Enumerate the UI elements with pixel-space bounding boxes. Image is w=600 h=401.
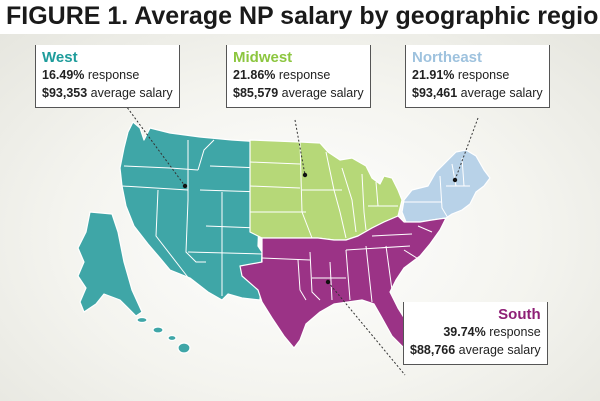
west-response-line: 16.49% response	[42, 66, 173, 84]
northeast-region-name: Northeast	[412, 49, 483, 66]
midwest-response-line: 21.86% response	[233, 66, 364, 84]
northeast-leader-dot	[452, 177, 458, 183]
south-response-label: response	[489, 325, 541, 339]
south-salary-value: $88,766	[410, 343, 456, 357]
hawaii-island-2	[152, 326, 164, 334]
northeast-state-borders	[404, 157, 470, 219]
midwest-response-label: response	[278, 68, 331, 82]
alaska-shape	[77, 211, 143, 317]
northeast-salary-line: $93,461 average salary	[412, 84, 543, 102]
northeast-response-line: 21.91% response	[412, 66, 543, 84]
northeast-salary-label: average salary	[460, 86, 543, 100]
northeast-response-label: response	[457, 68, 510, 82]
west-response-label: response	[87, 68, 140, 82]
midwest-state-borders	[249, 141, 398, 239]
south-region-name: South	[498, 306, 541, 323]
west-leader-line	[117, 94, 186, 187]
northeast-leader-line	[454, 117, 479, 181]
leader-dots	[182, 172, 458, 285]
south-response-line: 39.74% response	[410, 323, 541, 341]
south-response-value: 39.74%	[443, 325, 486, 339]
region-midwest	[249, 139, 403, 241]
south-leader-line	[327, 281, 406, 376]
west-response-value: 16.49%	[42, 68, 85, 82]
west-callout: West 16.49% response $93,353 average sal…	[35, 45, 180, 108]
south-leader-dot	[325, 279, 331, 285]
leader-lines	[117, 94, 479, 376]
region-west	[77, 121, 263, 354]
midwest-salary-line: $85,579 average salary	[233, 84, 364, 102]
northeast-salary-value: $93,461	[412, 86, 458, 100]
midwest-leader-line	[294, 119, 306, 176]
south-salary-label: average salary	[458, 343, 541, 357]
northeast-callout: Northeast 21.91% response $93,461 averag…	[405, 45, 550, 108]
midwest-leader-dot	[302, 172, 308, 178]
midwest-salary-value: $85,579	[233, 86, 279, 100]
hawaii-island-4	[177, 342, 191, 354]
south-callout: South 39.74% response $88,766 average sa…	[403, 302, 548, 365]
midwest-region-name: Midwest	[233, 49, 293, 66]
west-state-borders	[121, 139, 263, 296]
midwest-salary-label: average salary	[281, 86, 364, 100]
west-salary-line: $93,353 average salary	[42, 84, 173, 102]
figure-title: FIGURE 1. Average NP salary by geographi…	[6, 2, 600, 30]
midwest-callout: Midwest 21.86% response $85,579 average …	[226, 45, 371, 108]
south-salary-line: $88,766 average salary	[410, 341, 541, 359]
midwest-response-value: 21.86%	[233, 68, 276, 82]
west-salary-value: $93,353	[42, 86, 88, 100]
northeast-response-value: 21.91%	[412, 68, 455, 82]
west-leader-dot	[182, 183, 188, 189]
hawaii-island-1	[136, 316, 148, 324]
west-region-name: West	[42, 49, 78, 66]
hawaii-islands	[136, 316, 191, 354]
south-state-borders	[261, 225, 433, 303]
hawaii-island-3	[167, 334, 177, 342]
west-salary-label: average salary	[90, 86, 173, 100]
region-northeast	[401, 149, 491, 223]
west-region-shape	[119, 121, 263, 301]
